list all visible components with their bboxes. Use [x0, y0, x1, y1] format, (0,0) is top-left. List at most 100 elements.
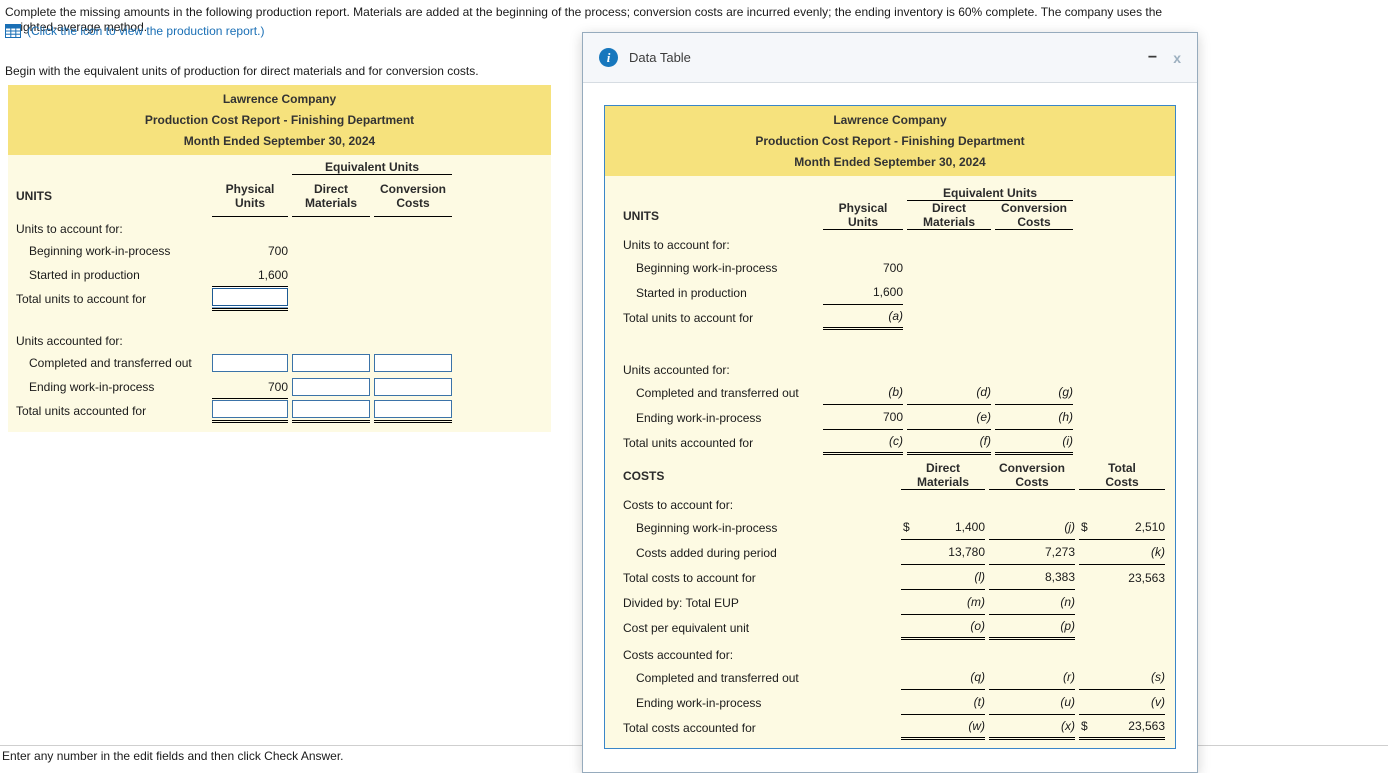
units-section-heading: UNITS: [623, 208, 659, 223]
value-cell: $1,400: [901, 515, 985, 540]
row-label: Started in production: [29, 268, 140, 282]
completed-direct-materials-input[interactable]: [292, 354, 370, 372]
modal-title: Data Table: [629, 50, 691, 65]
row-label: Total costs to account for: [623, 570, 756, 585]
direct-materials-column-header: Direct Materials: [292, 175, 370, 217]
value-cell: (e): [907, 405, 991, 430]
value-cell: 700: [882, 260, 903, 275]
costs-section-heading: COSTS: [623, 468, 665, 483]
value-cell: (f): [907, 430, 991, 455]
value-cell: 8,383: [989, 565, 1075, 590]
equivalent-units-header: Equivalent Units: [907, 176, 1074, 201]
data-table-panel: Lawrence Company Production Cost Report …: [604, 105, 1176, 749]
section-label: Costs to account for:: [623, 498, 734, 512]
value-cell: 13,780: [901, 540, 985, 565]
value-cell: $23,563: [1079, 715, 1165, 740]
row-label: Completed and transferred out: [636, 385, 799, 400]
row-label: Total units accounted for: [623, 435, 754, 450]
conversion-costs-column-header: Conversion Costs: [374, 175, 453, 217]
value-cell: 1,600: [212, 263, 288, 287]
company-name: Lawrence Company: [833, 113, 947, 127]
modal-units-table: Equivalent Units UNITS Physical Units Dir…: [619, 176, 1175, 455]
report-title: Production Cost Report - Finishing Depar…: [755, 134, 1025, 148]
total-units-to-account-for-input[interactable]: [212, 287, 288, 306]
value-cell: (t): [901, 690, 985, 715]
row-label: Started in production: [636, 285, 747, 300]
row-label: Completed and transferred out: [636, 670, 799, 685]
value-cell: (o): [901, 615, 985, 640]
equivalent-units-header: Equivalent Units: [292, 155, 453, 175]
row-label: Total units accounted for: [16, 404, 147, 418]
value-cell: 23,563: [1128, 570, 1165, 585]
minimize-button[interactable]: −: [1147, 48, 1158, 66]
value-cell: (d): [907, 380, 991, 405]
row-label: Beginning work-in-process: [29, 244, 171, 258]
value-cell: (i): [995, 430, 1074, 455]
value-cell: (v): [1079, 690, 1165, 715]
total-accounted-direct-materials-input[interactable]: [292, 399, 370, 418]
value-cell: (j): [989, 515, 1075, 540]
physical-units-column-header: Physical Units: [823, 201, 903, 230]
report-header: Lawrence Company Production Cost Report …: [605, 106, 1175, 176]
row-label: Ending work-in-process: [636, 695, 762, 710]
row-label: Total units to account for: [623, 310, 754, 325]
row-label: Costs added during period: [636, 545, 777, 560]
section-label: Units accounted for:: [16, 334, 123, 348]
row-label: Completed and transferred out: [29, 356, 192, 370]
value-cell: (r): [989, 665, 1075, 690]
value-cell: (h): [995, 405, 1074, 430]
row-label: Ending work-in-process: [29, 380, 155, 394]
direct-materials-column-header: Direct Materials: [901, 461, 985, 490]
value-cell: (w): [901, 715, 985, 740]
row-label: Beginning work-in-process: [636, 260, 778, 275]
completed-physical-units-input[interactable]: [212, 354, 288, 372]
data-table-modal: i Data Table − x Lawrence Company Produc…: [582, 32, 1198, 773]
footer-instruction: Enter any number in the edit fields and …: [2, 749, 344, 763]
row-label: Total units to account for: [16, 292, 147, 306]
value-cell: (s): [1079, 665, 1165, 690]
row-label: Ending work-in-process: [636, 410, 762, 425]
section-label: Units accounted for:: [623, 363, 730, 377]
left-units-table: Equivalent Units UNITS Physical Units Dir…: [12, 155, 547, 423]
answer-report: Lawrence Company Production Cost Report …: [8, 85, 551, 432]
total-accounted-physical-units-input[interactable]: [212, 399, 288, 418]
total-accounted-conversion-costs-input[interactable]: [374, 399, 453, 418]
value-cell: (l): [901, 565, 985, 590]
completed-conversion-costs-input[interactable]: [374, 354, 453, 372]
section-label: Costs accounted for:: [623, 648, 734, 662]
value-cell: 7,273: [989, 540, 1075, 565]
value-cell: (g): [995, 380, 1074, 405]
value-cell: (c): [823, 430, 903, 455]
value-cell: $2,510: [1079, 515, 1165, 540]
info-icon: i: [599, 48, 618, 67]
ending-direct-materials-input[interactable]: [292, 378, 370, 396]
report-period: Month Ended September 30, 2024: [183, 134, 376, 148]
production-report-table-icon[interactable]: [5, 24, 21, 38]
value-cell: 700: [267, 244, 288, 258]
report-title: Production Cost Report - Finishing Depar…: [144, 113, 415, 127]
problem-instruction: Complete the missing amounts in the foll…: [5, 5, 1163, 34]
value-cell: (k): [1079, 540, 1165, 565]
value-cell: (q): [901, 665, 985, 690]
value-cell: (x): [989, 715, 1075, 740]
value-cell: (p): [989, 615, 1075, 640]
value-cell: 700: [823, 405, 903, 430]
direct-materials-column-header: Direct Materials: [907, 201, 991, 230]
value-cell: (n): [989, 590, 1075, 615]
value-cell: 700: [212, 375, 288, 399]
close-button[interactable]: x: [1173, 49, 1181, 66]
physical-units-column-header: Physical Units: [212, 175, 288, 217]
modal-titlebar: i Data Table − x: [583, 33, 1197, 83]
begin-instruction: Begin with the equivalent units of produ…: [5, 64, 479, 78]
row-label: Divided by: Total EUP: [623, 595, 739, 610]
report-period: Month Ended September 30, 2024: [794, 155, 986, 169]
conversion-costs-column-header: Conversion Costs: [989, 461, 1075, 490]
row-label: Cost per equivalent unit: [623, 620, 750, 635]
modal-body: Lawrence Company Production Cost Report …: [583, 83, 1197, 771]
conversion-costs-column-header: Conversion Costs: [995, 201, 1074, 230]
view-report-caption: (Click the icon to view the production r…: [27, 24, 265, 38]
total-costs-column-header: Total Costs: [1079, 461, 1165, 490]
company-name: Lawrence Company: [222, 92, 337, 106]
view-report-caption-row: (Click the icon to view the production r…: [5, 24, 264, 38]
ending-conversion-costs-input[interactable]: [374, 378, 453, 396]
